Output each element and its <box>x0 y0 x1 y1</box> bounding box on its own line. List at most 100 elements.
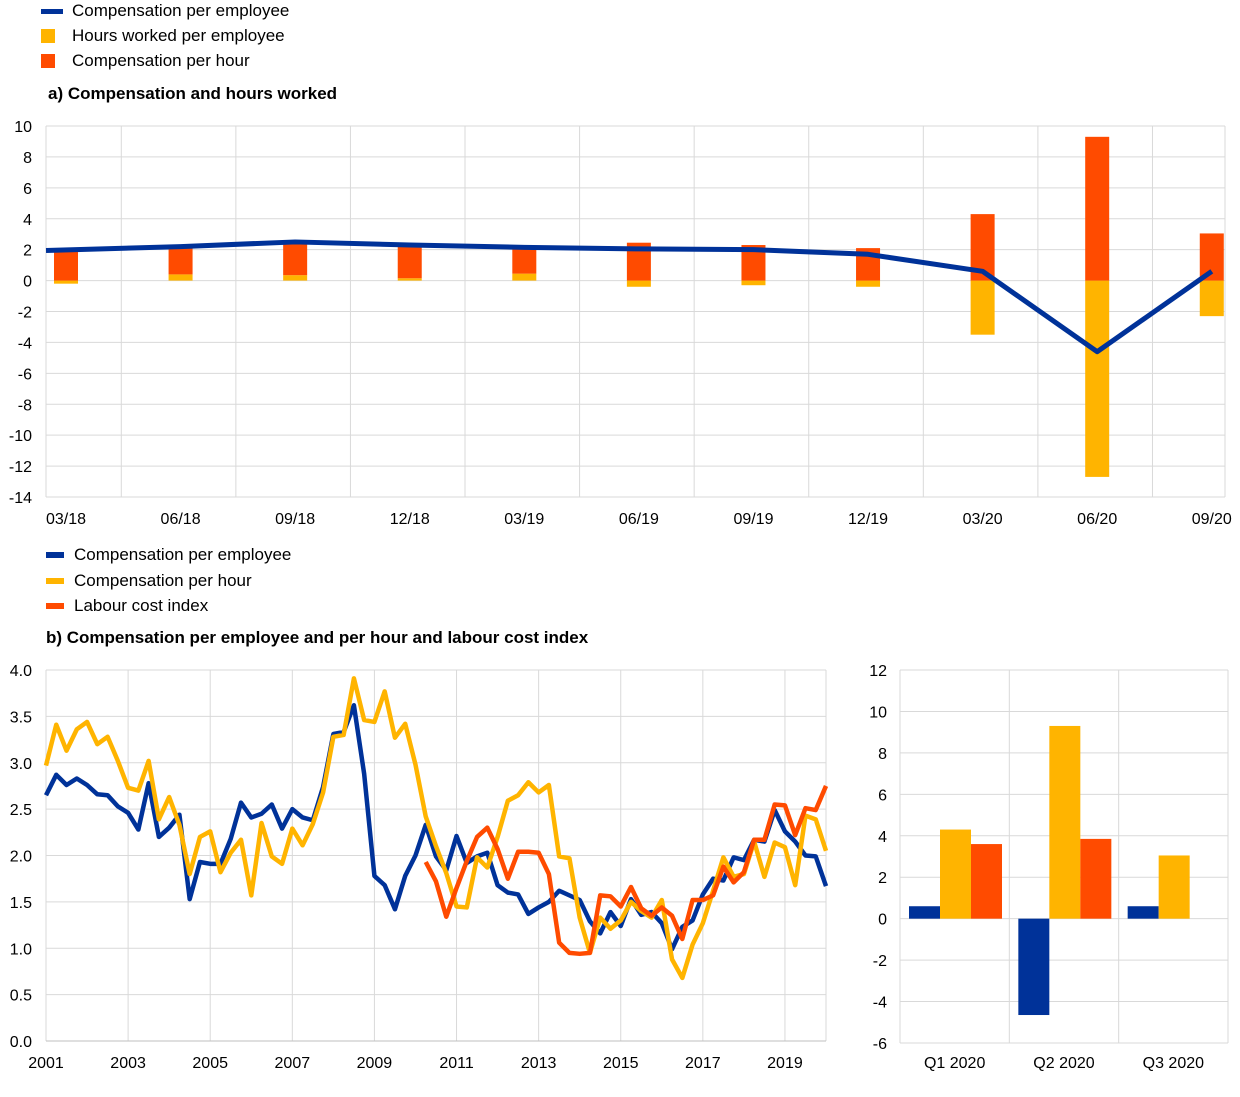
bar <box>940 829 971 919</box>
legend-line-swatch <box>41 9 63 14</box>
x-tick-label: 2001 <box>28 1055 64 1072</box>
y-tick-label: 3.5 <box>10 709 32 726</box>
x-tick-label: 09/20 <box>1192 511 1232 528</box>
y-tick-label: -6 <box>873 1036 887 1053</box>
x-tick-label: 2003 <box>110 1055 146 1072</box>
legend-label: Hours worked per employee <box>72 26 285 45</box>
bar <box>1158 855 1190 919</box>
legend-label: Compensation per employee <box>74 545 292 564</box>
x-tick-label: 06/20 <box>1077 511 1117 528</box>
y-tick-label: 4.0 <box>10 663 32 680</box>
bar <box>626 280 651 287</box>
y-tick-label: 2 <box>23 243 32 260</box>
y-tick-label: -2 <box>873 953 887 970</box>
bar <box>971 844 1002 919</box>
bar <box>1085 280 1110 477</box>
y-tick-label: 2.5 <box>10 802 32 819</box>
legend-line-swatch <box>46 603 64 609</box>
bar <box>856 280 881 287</box>
y-tick-label: 0.5 <box>10 988 32 1005</box>
bar <box>512 247 537 274</box>
bar <box>970 280 995 335</box>
x-tick-label: 09/19 <box>733 511 773 528</box>
x-tick-label: Q1 2020 <box>924 1055 985 1072</box>
y-tick-label: 6 <box>878 787 887 804</box>
y-tick-label: -4 <box>18 335 32 352</box>
x-tick-label: 2015 <box>603 1055 639 1072</box>
bar <box>741 280 766 286</box>
x-tick-label: 2019 <box>767 1055 803 1072</box>
y-tick-label: 4 <box>23 212 32 229</box>
panel-b-title: b) Compensation per employee and per hou… <box>46 628 589 647</box>
chart-panel-b-lines: 4.0 3.5 3.0 2.5 2.0 1.5 1.0 0.5 0.0 2001 2003 2005 2… <box>10 663 829 1072</box>
x-tick-label: 2005 <box>192 1055 228 1072</box>
bar <box>1080 838 1112 919</box>
x-tick-label: 06/18 <box>161 511 201 528</box>
y-tick-label: -10 <box>9 428 32 445</box>
x-tick-label: 03/19 <box>504 511 544 528</box>
legend-box-swatch <box>41 54 55 68</box>
bar <box>397 278 422 281</box>
legend-label: Compensation per hour <box>74 571 252 590</box>
y-tick-label: -8 <box>18 397 32 414</box>
y-tick-label: 10 <box>14 119 32 136</box>
x-tick-label: 12/19 <box>848 511 888 528</box>
bar <box>283 275 308 281</box>
y-tick-label: 0.0 <box>10 1034 32 1051</box>
y-tick-label: 6 <box>23 181 32 198</box>
bar <box>909 906 940 919</box>
bar <box>1049 725 1081 919</box>
bar <box>168 246 193 275</box>
y-tick-label: 0 <box>23 274 32 291</box>
legend-label: Compensation per employee <box>72 1 290 20</box>
x-tick-label: 2009 <box>357 1055 393 1072</box>
x-tick-label: Q3 2020 <box>1143 1055 1204 1072</box>
x-tick-label: 2007 <box>275 1055 311 1072</box>
legend-line-swatch <box>46 552 64 558</box>
y-tick-label: 1.5 <box>10 895 32 912</box>
bar <box>1018 918 1050 1016</box>
y-tick-label: 0 <box>878 912 887 929</box>
y-tick-label: -2 <box>18 305 32 322</box>
series-line <box>43 676 829 981</box>
bar <box>54 249 78 281</box>
bar <box>168 274 193 281</box>
x-tick-label: 2011 <box>439 1055 474 1072</box>
x-tick-label: 03/18 <box>46 511 86 528</box>
legend-label: Compensation per hour <box>72 51 250 70</box>
y-tick-label: -12 <box>9 459 32 476</box>
y-tick-label: 10 <box>869 704 887 721</box>
x-tick-label: 09/18 <box>275 511 315 528</box>
legend-box-swatch <box>41 29 55 43</box>
y-tick-label: 4 <box>878 829 887 846</box>
bar <box>1085 136 1110 281</box>
legend-label: Labour cost index <box>74 596 209 615</box>
x-tick-label: 12/18 <box>390 511 430 528</box>
y-tick-label: 3.0 <box>10 756 32 773</box>
y-tick-label: -6 <box>18 366 32 383</box>
x-tick-label: 2017 <box>685 1055 721 1072</box>
x-tick-label: 2013 <box>521 1055 557 1072</box>
x-tick-label: Q2 2020 <box>1033 1055 1094 1072</box>
y-tick-label: 2.0 <box>10 849 32 866</box>
y-tick-label: -4 <box>873 995 887 1012</box>
y-tick-label: -14 <box>9 490 32 507</box>
y-tick-label: 2 <box>878 870 887 887</box>
bar <box>512 273 537 281</box>
series-line-compensation-per-employee <box>45 239 1214 355</box>
bar <box>1199 280 1224 317</box>
bar <box>397 245 422 279</box>
panel-a-title: a) Compensation and hours worked <box>48 84 338 103</box>
legend-line-swatch <box>46 578 64 584</box>
bar <box>1127 906 1159 919</box>
x-tick-label: 06/19 <box>619 511 659 528</box>
x-tick-label: 03/20 <box>963 511 1003 528</box>
chart-panel-a: 10 8 6 4 2 0 -2 -4 -6 -8 -10 -12 -14 03/18 06/18 09/18 1… <box>9 119 1232 528</box>
bar <box>54 280 78 284</box>
y-tick-label: 8 <box>878 746 887 763</box>
series-line <box>423 785 829 957</box>
y-tick-label: 8 <box>23 150 32 167</box>
bar <box>283 242 308 276</box>
y-tick-label: 12 <box>869 663 887 680</box>
